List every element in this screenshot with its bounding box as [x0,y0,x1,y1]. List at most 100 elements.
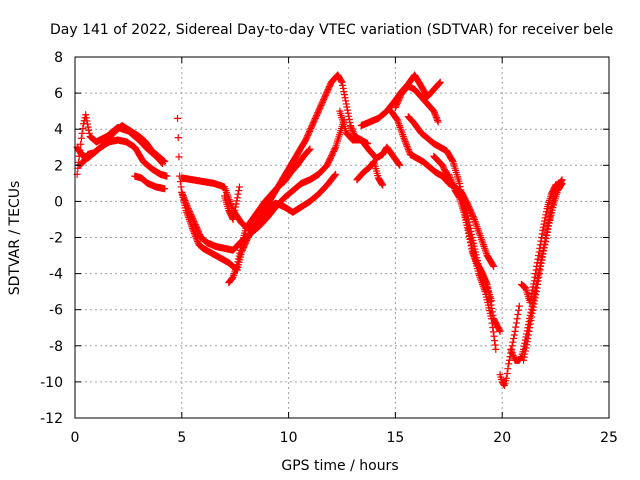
data-point [400,134,408,142]
series-track-r [496,302,523,390]
data-point [305,146,313,154]
data-point [230,209,238,217]
data-point [83,117,91,125]
data-point [489,311,497,319]
data-point [508,342,516,350]
data-point [538,230,546,238]
series-track-d [131,172,169,193]
data-point [538,234,546,241]
data-point [84,123,92,131]
data-point [515,306,523,314]
data-point [523,341,531,349]
y-tick-label: 0 [54,194,63,210]
data-point [470,251,478,259]
data-point [232,203,240,211]
data-point [395,160,403,168]
data-point [532,288,540,296]
data-point [378,180,386,188]
data-point [77,140,85,148]
data-point [535,273,543,281]
series-track-f [178,116,348,254]
data-point [379,181,387,189]
data-point [465,229,473,237]
data-point [178,188,186,196]
data-point [174,134,182,142]
data-point [332,170,340,178]
data-point [331,145,339,153]
data-point [343,106,351,114]
x-tick-label: 5 [177,430,186,446]
data-point [232,200,240,208]
data-point [337,77,345,85]
data-point [82,114,90,122]
data-point [179,192,187,200]
data-point [505,360,513,368]
data-point [77,134,85,142]
data-point [491,337,499,345]
data-point [349,128,357,136]
data-point [533,284,541,292]
data-point [180,195,188,203]
x-tick-label: 15 [386,430,404,446]
y-tick-label: -8 [49,339,63,355]
data-point [348,125,356,133]
data-point [485,291,493,299]
data-point [464,226,472,234]
y-tick-label: 4 [54,122,63,138]
chart-title: Day 141 of 2022, Sidereal Day-to-day VTE… [50,22,613,38]
data-point [455,179,463,187]
data-point [174,114,182,122]
data-point [182,198,190,206]
data-point [489,328,497,336]
data-point [82,111,90,119]
data-point [491,341,499,349]
data-point [486,298,494,306]
data-point [509,352,517,360]
data-point [348,126,356,134]
data-point [525,327,533,335]
data-point [528,286,536,294]
data-point [433,115,441,123]
data-point [447,175,455,183]
data-point [234,190,242,198]
data-point [522,344,530,352]
data-point [526,298,534,306]
data-point [558,179,566,187]
data-point [449,182,457,190]
data-point [511,327,519,335]
data-point [487,301,495,309]
data-point [79,125,87,133]
data-point [535,248,543,256]
data-point [528,309,536,317]
data-point [467,242,475,250]
data-point [330,172,338,180]
data-point [78,129,86,137]
data-point [468,248,476,256]
data-point [339,84,347,92]
x-tick-label: 10 [280,430,298,446]
data-point [445,172,453,180]
data-point [557,180,565,188]
data-point [536,266,544,274]
y-tick-label: 8 [54,50,63,66]
data-point [509,350,517,358]
data-point [470,214,478,222]
data-point [542,238,550,246]
data-point [529,306,537,314]
data-point [542,235,550,243]
data-point [305,146,313,154]
data-point [531,297,539,305]
data-point [521,347,529,355]
data-point [530,300,538,308]
data-point [524,335,532,343]
data-point [401,137,409,145]
data-point [543,228,551,236]
data-point [486,294,494,302]
data-point [233,194,241,202]
data-point [182,200,190,208]
data-point [524,331,532,339]
data-point [466,236,474,244]
data-point [396,161,404,169]
series-track-j [336,107,404,169]
